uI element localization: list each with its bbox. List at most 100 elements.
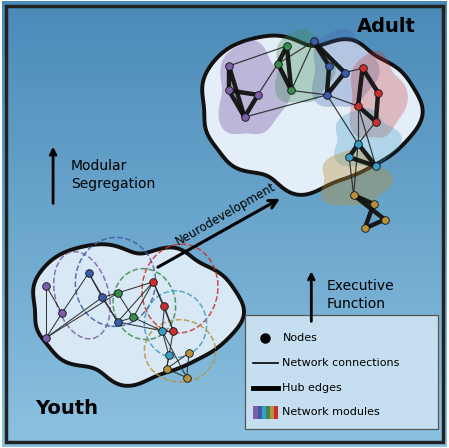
Bar	[274, 406, 278, 418]
Bar	[2, 317, 447, 320]
Bar	[270, 406, 274, 418]
Bar	[2, 192, 447, 195]
Bar	[2, 74, 447, 77]
Bar	[2, 364, 447, 366]
Bar	[2, 43, 447, 46]
Bar	[2, 5, 447, 8]
Bar	[2, 259, 447, 262]
Bar	[2, 391, 447, 393]
Bar	[2, 319, 447, 322]
Text: Neurodevelopment: Neurodevelopment	[173, 181, 278, 249]
Bar	[2, 175, 447, 177]
Bar	[2, 121, 447, 124]
Bar	[2, 123, 447, 126]
Bar	[2, 439, 447, 442]
Bar	[2, 337, 447, 340]
Bar	[2, 208, 447, 211]
Bar	[2, 233, 447, 235]
Bar	[2, 28, 447, 30]
Bar	[2, 315, 447, 318]
Bar	[2, 281, 447, 284]
Bar	[2, 81, 447, 84]
Bar	[2, 279, 447, 282]
Bar	[2, 339, 447, 342]
Bar	[2, 277, 447, 280]
Bar	[2, 164, 447, 166]
Bar	[2, 331, 447, 333]
Bar	[2, 324, 447, 327]
Bar	[253, 406, 258, 418]
Bar	[2, 250, 447, 253]
Bar	[2, 134, 447, 137]
Bar	[2, 366, 447, 369]
Bar	[2, 370, 447, 373]
Bar	[2, 286, 447, 289]
Bar	[245, 315, 438, 429]
Bar	[2, 179, 447, 182]
Bar	[2, 26, 447, 28]
Bar	[2, 32, 447, 35]
Bar	[2, 355, 447, 358]
Bar	[2, 88, 447, 90]
Bar	[2, 290, 447, 293]
Bar	[2, 54, 447, 57]
Bar	[2, 313, 447, 315]
Bar	[2, 21, 447, 24]
Polygon shape	[33, 244, 244, 386]
Bar	[2, 99, 447, 102]
Bar	[2, 437, 447, 440]
Bar	[258, 406, 262, 418]
Bar	[2, 3, 447, 6]
Bar	[2, 235, 447, 237]
Bar	[2, 14, 447, 17]
Bar	[2, 159, 447, 162]
Polygon shape	[334, 108, 402, 167]
Bar	[2, 431, 447, 433]
Bar	[2, 47, 447, 50]
Bar	[2, 188, 447, 190]
Bar	[2, 426, 447, 429]
Bar	[2, 217, 447, 220]
Bar	[2, 50, 447, 52]
Bar	[2, 59, 447, 61]
Bar	[2, 255, 447, 258]
Bar	[2, 56, 447, 59]
Bar	[2, 428, 447, 431]
Bar	[2, 37, 447, 39]
Bar	[2, 393, 447, 396]
Bar	[2, 332, 447, 335]
Bar	[2, 1, 447, 4]
Bar	[2, 297, 447, 300]
Bar	[2, 199, 447, 202]
Bar	[2, 302, 447, 304]
Bar	[2, 246, 447, 249]
Bar	[2, 379, 447, 382]
Bar	[2, 346, 447, 349]
Bar	[2, 112, 447, 115]
Bar	[2, 404, 447, 406]
Bar	[2, 417, 447, 420]
Bar	[2, 34, 447, 37]
Bar	[2, 384, 447, 387]
Bar	[2, 186, 447, 188]
Bar	[2, 230, 447, 233]
Polygon shape	[202, 35, 423, 195]
Bar	[2, 272, 447, 275]
Bar	[2, 373, 447, 375]
Bar	[2, 128, 447, 130]
Bar	[2, 194, 447, 197]
Bar	[2, 348, 447, 351]
Bar	[2, 341, 447, 344]
Bar	[2, 241, 447, 244]
Bar	[2, 41, 447, 44]
Bar	[2, 261, 447, 264]
Bar	[2, 219, 447, 222]
Bar	[2, 299, 447, 302]
Bar	[2, 212, 447, 215]
Bar	[2, 400, 447, 402]
Polygon shape	[349, 51, 408, 138]
Polygon shape	[275, 29, 336, 103]
Bar	[2, 161, 447, 164]
Bar	[2, 148, 447, 151]
Bar	[2, 65, 447, 68]
